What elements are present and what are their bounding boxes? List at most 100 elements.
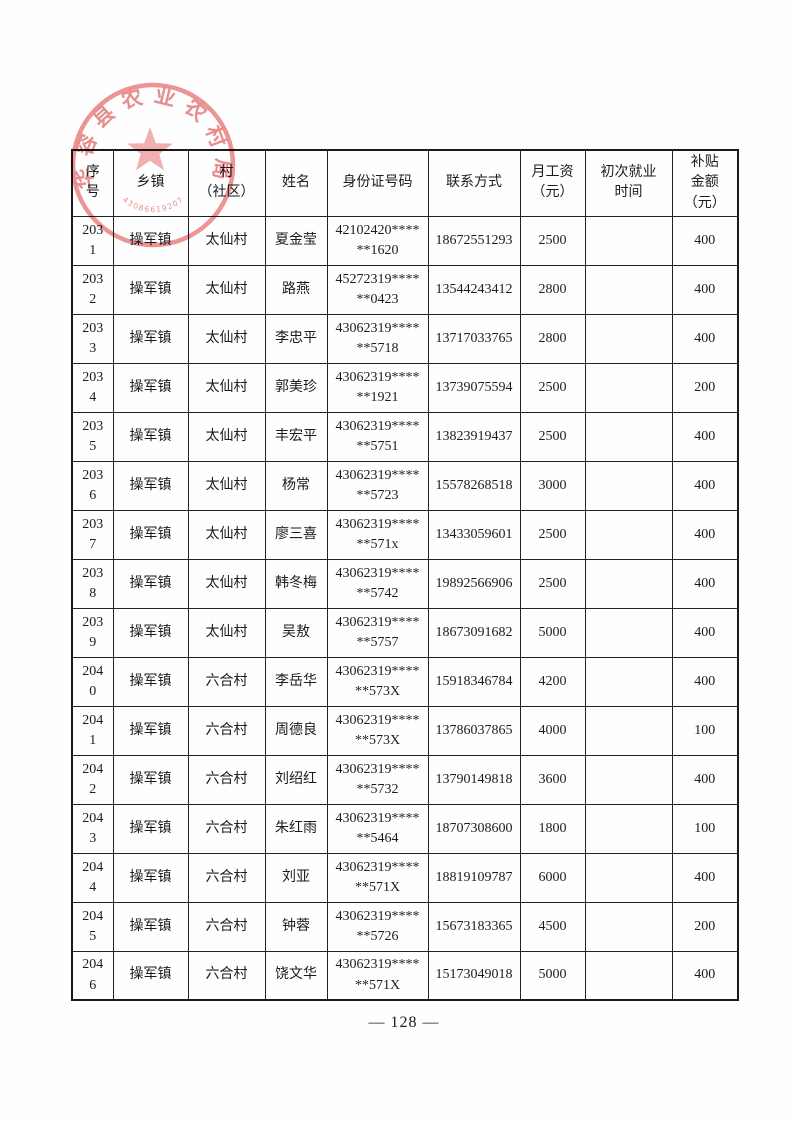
cell-town: 操军镇 [112,264,189,315]
cell-first_employment [584,313,673,364]
cell-salary: 2800 [519,313,586,364]
header-subsidy: 补贴 金额 （元） [671,149,739,217]
cell-village: 太仙村 [187,215,266,266]
cell-no: 204 2 [71,754,114,805]
cell-village: 太仙村 [187,607,266,658]
cell-name: 饶文华 [264,950,328,1001]
header-first_employment: 初次就业 时间 [584,149,673,217]
cell-id: 45272319**** **0423 [326,264,429,315]
table-row: 203 4 操军镇 太仙村 郭美珍 43062319**** **1921 1373907… [71,362,739,413]
cell-first_employment [584,950,673,1001]
cell-town: 操军镇 [112,362,189,413]
cell-no: 204 1 [71,705,114,756]
cell-subsidy: 200 [671,362,739,413]
cell-salary: 3600 [519,754,586,805]
cell-salary: 4500 [519,901,586,952]
cell-salary: 2500 [519,411,586,462]
cell-town: 操军镇 [112,852,189,903]
cell-subsidy: 400 [671,509,739,560]
cell-town: 操军镇 [112,705,189,756]
cell-no: 204 4 [71,852,114,903]
cell-phone: 18707308600 [427,803,521,854]
cell-id: 43062319**** **571X [326,852,429,903]
cell-salary: 2500 [519,215,586,266]
cell-village: 六合村 [187,754,266,805]
cell-first_employment [584,558,673,609]
table-row: 203 1 操军镇 太仙村 夏金莹 42102420**** **1620 1867255… [71,215,739,266]
table-row: 203 5 操军镇 太仙村 丰宏平 43062319**** **5751 1382391… [71,411,739,462]
cell-town: 操军镇 [112,313,189,364]
cell-town: 操军镇 [112,950,189,1001]
cell-first_employment [584,607,673,658]
cell-salary: 3000 [519,460,586,511]
cell-village: 六合村 [187,705,266,756]
cell-village: 太仙村 [187,362,266,413]
cell-first_employment [584,362,673,413]
cell-salary: 2500 [519,509,586,560]
cell-first_employment [584,901,673,952]
cell-village: 六合村 [187,950,266,1001]
cell-village: 六合村 [187,901,266,952]
cell-town: 操军镇 [112,607,189,658]
cell-no: 203 6 [71,460,114,511]
cell-town: 操军镇 [112,411,189,462]
header-town: 乡镇 [112,149,189,217]
cell-town: 操军镇 [112,460,189,511]
cell-village: 太仙村 [187,264,266,315]
cell-phone: 15173049018 [427,950,521,1001]
cell-id: 43062319**** **5742 [326,558,429,609]
cell-name: 李忠平 [264,313,328,364]
cell-phone: 15918346784 [427,656,521,707]
cell-no: 203 8 [71,558,114,609]
cell-first_employment [584,460,673,511]
cell-no: 204 6 [71,950,114,1001]
cell-phone: 15578268518 [427,460,521,511]
table-row: 204 4 操军镇 六合村 刘亚 43062319**** **571X 18819109… [71,852,739,903]
table-row: 204 6 操军镇 六合村 饶文华 43062319**** **571X 1517304… [71,950,739,1001]
cell-phone: 19892566906 [427,558,521,609]
cell-subsidy: 200 [671,901,739,952]
cell-subsidy: 400 [671,607,739,658]
cell-phone: 15673183365 [427,901,521,952]
header-salary: 月工资 （元） [519,149,586,217]
cell-village: 太仙村 [187,313,266,364]
cell-salary: 1800 [519,803,586,854]
cell-village: 太仙村 [187,509,266,560]
cell-name: 韩冬梅 [264,558,328,609]
cell-id: 43062319**** **573X [326,656,429,707]
cell-phone: 13790149818 [427,754,521,805]
cell-town: 操军镇 [112,558,189,609]
cell-no: 204 0 [71,656,114,707]
cell-first_employment [584,754,673,805]
cell-subsidy: 400 [671,313,739,364]
cell-name: 刘绍红 [264,754,328,805]
cell-no: 203 3 [71,313,114,364]
cell-name: 周德良 [264,705,328,756]
cell-name: 廖三喜 [264,509,328,560]
cell-salary: 4000 [519,705,586,756]
cell-salary: 6000 [519,852,586,903]
table-row: 203 8 操军镇 太仙村 韩冬梅 43062319**** **5742 1989256… [71,558,739,609]
cell-no: 203 1 [71,215,114,266]
cell-name: 丰宏平 [264,411,328,462]
cell-id: 43062319**** **5723 [326,460,429,511]
table-header-row: 序 号乡镇村 （社区） 姓名 身份证号码 联系方式 月工资 （元） 初次就业 时间 补贴 金… [71,149,739,217]
cell-first_employment [584,215,673,266]
cell-id: 43062319**** **5757 [326,607,429,658]
cell-id: 42102420**** **1620 [326,215,429,266]
cell-town: 操军镇 [112,901,189,952]
cell-id: 43062319**** **573X [326,705,429,756]
cell-name: 刘亚 [264,852,328,903]
cell-first_employment [584,509,673,560]
cell-subsidy: 400 [671,215,739,266]
table-row: 203 2 操军镇 太仙村 路燕 45272319**** **0423 13544243… [71,264,739,315]
cell-town: 操军镇 [112,656,189,707]
cell-id: 43062319**** **5751 [326,411,429,462]
header-phone: 联系方式 [427,149,521,217]
table-row: 204 1 操军镇 六合村 周德良 43062319**** **573X 1378603… [71,705,739,756]
table-body: 203 1 操军镇 太仙村 夏金莹 42102420**** **1620 1867255… [71,215,739,1001]
cell-subsidy: 400 [671,264,739,315]
cell-name: 夏金莹 [264,215,328,266]
table-row: 203 9 操军镇 太仙村 吴敖 43062319**** **5757 18673091… [71,607,739,658]
cell-town: 操军镇 [112,754,189,805]
